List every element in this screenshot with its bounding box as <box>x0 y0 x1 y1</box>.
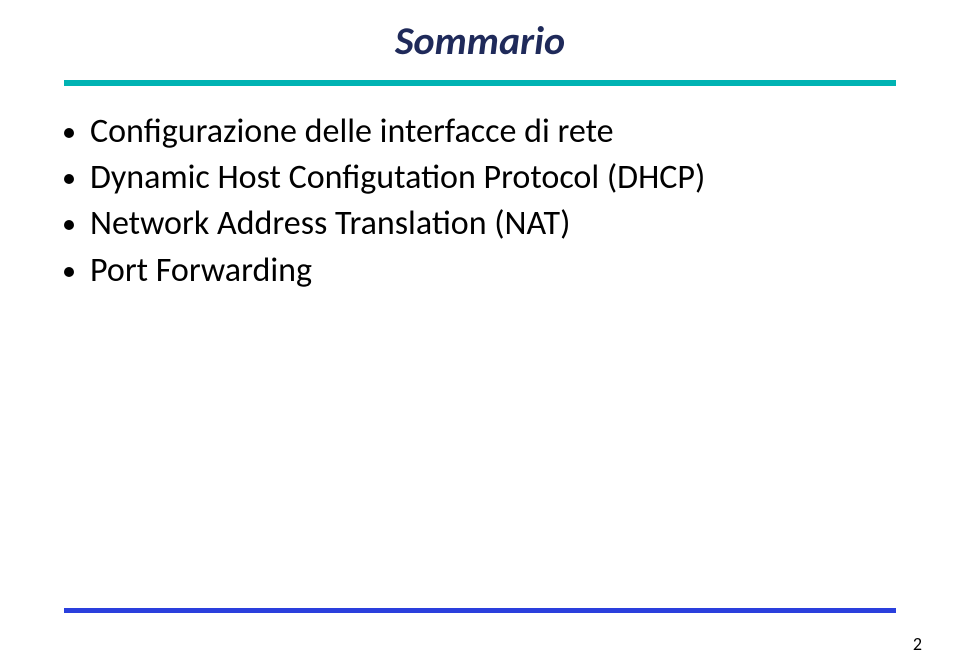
slide-title: Sommario <box>395 16 565 65</box>
list-item: Port Forwarding <box>64 249 896 293</box>
bullet-list: Configurazione delle interfacce di rete … <box>64 110 896 295</box>
bullet-marker-icon <box>64 128 74 138</box>
list-item: Network Address Translation (NAT) <box>64 202 896 246</box>
bullet-marker-icon <box>64 174 74 184</box>
page-number: 2 <box>913 633 922 655</box>
bottom-divider <box>64 608 896 613</box>
top-divider <box>64 80 896 86</box>
bullet-text: Network Address Translation (NAT) <box>90 202 570 246</box>
bullet-marker-icon <box>64 220 74 230</box>
bullet-marker-icon <box>64 267 74 277</box>
list-item: Dynamic Host Configutation Protocol (DHC… <box>64 156 896 200</box>
bullet-text: Port Forwarding <box>90 249 312 293</box>
list-item: Configurazione delle interfacce di rete <box>64 110 896 154</box>
bullet-text: Configurazione delle interfacce di rete <box>90 110 614 154</box>
bullet-text: Dynamic Host Configutation Protocol (DHC… <box>90 156 705 200</box>
